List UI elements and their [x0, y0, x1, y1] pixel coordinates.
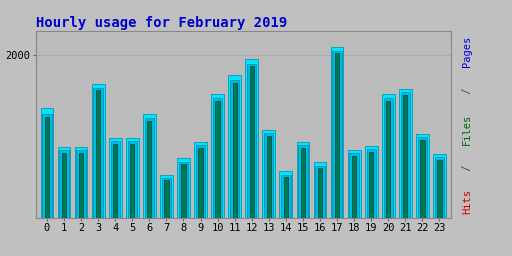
Bar: [177, 158, 190, 218]
Bar: [75, 147, 88, 218]
Bar: [298, 145, 308, 218]
Text: /: /: [462, 158, 472, 177]
Bar: [113, 144, 117, 218]
Bar: [45, 117, 49, 218]
Text: Files: Files: [462, 113, 472, 145]
Bar: [160, 175, 173, 218]
Bar: [111, 141, 120, 218]
Bar: [263, 130, 275, 218]
Bar: [196, 145, 205, 218]
Bar: [382, 94, 395, 218]
Bar: [76, 150, 86, 218]
Bar: [386, 101, 391, 218]
Bar: [232, 83, 237, 218]
Bar: [416, 134, 429, 218]
Bar: [94, 88, 103, 218]
Bar: [211, 94, 224, 218]
Bar: [228, 76, 241, 218]
Bar: [435, 157, 444, 218]
Bar: [267, 135, 271, 218]
Text: /: /: [462, 81, 472, 100]
Bar: [130, 144, 135, 218]
Bar: [40, 108, 53, 218]
Bar: [109, 138, 122, 218]
Text: Pages: Pages: [462, 36, 472, 67]
Bar: [331, 47, 344, 218]
Bar: [126, 138, 139, 218]
Bar: [315, 166, 325, 218]
Bar: [92, 83, 104, 218]
Bar: [179, 162, 188, 218]
Bar: [96, 90, 100, 218]
Bar: [230, 80, 240, 218]
Bar: [62, 153, 66, 218]
Bar: [420, 140, 424, 218]
Bar: [403, 95, 408, 218]
Bar: [383, 98, 393, 218]
Bar: [401, 92, 410, 218]
Bar: [247, 64, 257, 218]
Bar: [199, 148, 203, 218]
Bar: [145, 119, 154, 218]
Bar: [433, 154, 446, 218]
Bar: [280, 171, 292, 218]
Bar: [147, 121, 152, 218]
Bar: [284, 177, 288, 218]
Bar: [213, 98, 222, 218]
Bar: [264, 133, 273, 218]
Bar: [42, 114, 52, 218]
Bar: [79, 153, 83, 218]
Bar: [369, 152, 373, 218]
Bar: [250, 67, 254, 218]
Bar: [352, 156, 356, 218]
Bar: [399, 89, 412, 218]
Bar: [127, 141, 137, 218]
Bar: [281, 175, 291, 218]
Bar: [164, 180, 168, 218]
Bar: [194, 142, 207, 218]
Bar: [162, 178, 171, 218]
Bar: [59, 150, 69, 218]
Bar: [437, 160, 442, 218]
Bar: [181, 164, 186, 218]
Bar: [58, 147, 71, 218]
Bar: [143, 114, 156, 218]
Text: Hits: Hits: [462, 189, 472, 215]
Bar: [367, 149, 376, 218]
Bar: [245, 59, 258, 218]
Bar: [365, 146, 378, 218]
Bar: [318, 168, 322, 218]
Bar: [350, 153, 359, 218]
Bar: [314, 162, 327, 218]
Bar: [301, 148, 305, 218]
Text: Hourly usage for February 2019: Hourly usage for February 2019: [36, 16, 287, 29]
Bar: [296, 142, 309, 218]
Bar: [335, 54, 339, 218]
Bar: [418, 137, 427, 218]
Bar: [348, 150, 360, 218]
Bar: [216, 101, 220, 218]
Bar: [332, 51, 342, 218]
